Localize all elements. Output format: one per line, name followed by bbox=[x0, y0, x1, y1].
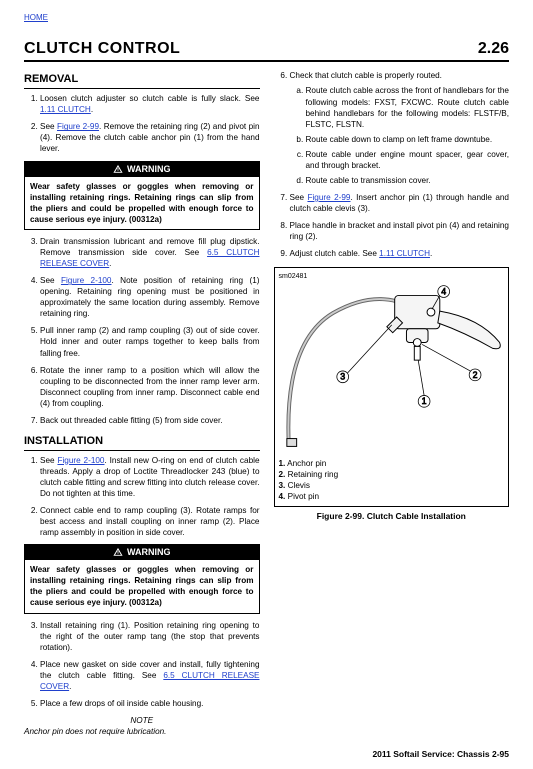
callout-item: 2. Retaining ring bbox=[279, 469, 505, 480]
right-column: Check that clutch cable is properly rout… bbox=[274, 70, 510, 737]
xref-65-release-a: 6.5 CLUTCH RELEASE COVER bbox=[40, 248, 260, 268]
step-7: Back out threaded cable fitting (5) from… bbox=[40, 415, 260, 426]
xref-fig299-b: Figure 2-99 bbox=[307, 193, 350, 202]
callout-item: 1. Anchor pin bbox=[279, 458, 505, 469]
clutch-diagram: 4 2 3 1 bbox=[279, 282, 505, 452]
svg-text:2: 2 bbox=[472, 369, 477, 379]
svg-text:3: 3 bbox=[340, 371, 345, 381]
warning-box-1: WARNING Wear safety glasses or goggles w… bbox=[24, 161, 260, 230]
removal-list-b: Drain transmission lubricant and remove … bbox=[24, 236, 260, 426]
step-8: Place handle in bracket and install pivo… bbox=[290, 220, 510, 242]
page-footer: 2011 Softail Service: Chassis 2-95 bbox=[24, 749, 509, 760]
xref-fig2100-a: Figure 2-100 bbox=[61, 276, 112, 285]
step-3: Install retaining ring (1). Position ret… bbox=[40, 620, 260, 653]
callout-item: 4. Pivot pin bbox=[279, 491, 505, 502]
step-6: Rotate the inner ramp to a position whic… bbox=[40, 365, 260, 409]
warning-header-2: WARNING bbox=[24, 544, 260, 560]
main-title: CLUTCH CONTROL bbox=[24, 38, 180, 60]
step-4: See Figure 2-100. Note position of retai… bbox=[40, 275, 260, 319]
step-2: Connect cable end to ramp coupling (3). … bbox=[40, 505, 260, 538]
title-row: CLUTCH CONTROL 2.26 bbox=[24, 38, 509, 63]
step-5: Pull inner ramp (2) and ramp coupling (3… bbox=[40, 325, 260, 358]
substep: Route cable under engine mount spacer, g… bbox=[306, 149, 510, 171]
svg-text:1: 1 bbox=[421, 396, 426, 406]
xref-fig299-a: Figure 2-99 bbox=[57, 122, 99, 131]
removal-heading: REMOVAL bbox=[24, 72, 260, 89]
removal-list-a: Loosen clutch adjuster so clutch cable i… bbox=[24, 93, 260, 154]
left-column: REMOVAL Loosen clutch adjuster so clutch… bbox=[24, 70, 260, 737]
note-body: Anchor pin does not require lubrication. bbox=[24, 726, 260, 737]
step-7: See Figure 2-99. Insert anchor pin (1) t… bbox=[290, 192, 510, 214]
installation-heading: INSTALLATION bbox=[24, 434, 260, 451]
step-3: Drain transmission lubricant and remove … bbox=[40, 236, 260, 269]
figure-caption: Figure 2-99. Clutch Cable Installation bbox=[274, 511, 510, 522]
warning-header-1: WARNING bbox=[24, 161, 260, 177]
step-1: See Figure 2-100. Install new O-ring on … bbox=[40, 455, 260, 499]
step-6: Check that clutch cable is properly rout… bbox=[290, 70, 510, 186]
figure-box: sm02481 bbox=[274, 267, 510, 507]
step-1: Loosen clutch adjuster so clutch cable i… bbox=[40, 93, 260, 115]
warning-box-2: WARNING Wear safety glasses or goggles w… bbox=[24, 544, 260, 613]
right-list: Check that clutch cable is properly rout… bbox=[274, 70, 510, 259]
substep: Route cable to transmission cover. bbox=[306, 175, 510, 186]
warning-text-1: Wear safety glasses or goggles when remo… bbox=[24, 177, 260, 230]
home-link[interactable]: HOME bbox=[24, 13, 48, 24]
svg-text:4: 4 bbox=[441, 286, 446, 296]
figure-id: sm02481 bbox=[279, 272, 505, 281]
figure-callouts: 1. Anchor pin2. Retaining ring3. Clevis4… bbox=[279, 458, 505, 502]
install-list-b: Install retaining ring (1). Position ret… bbox=[24, 620, 260, 709]
substep: Route cable down to clamp on left frame … bbox=[306, 134, 510, 145]
warning-icon bbox=[113, 547, 123, 557]
step-2: See Figure 2-99. Remove the retaining ri… bbox=[40, 121, 260, 154]
step-4: Place new gasket on side cover and insta… bbox=[40, 659, 260, 692]
substep: Route clutch cable across the front of h… bbox=[306, 85, 510, 129]
warning-text-2: Wear safety glasses or goggles when remo… bbox=[24, 560, 260, 613]
step-9: Adjust clutch cable. See 1.11 CLUTCH. bbox=[290, 248, 510, 259]
xref-clutch-2: 1.11 CLUTCH bbox=[379, 249, 430, 258]
figure-illustration: 4 2 3 1 bbox=[279, 282, 505, 452]
xref-fig2100-b: Figure 2-100 bbox=[57, 456, 104, 465]
xref-65-release-b: 6.5 CLUTCH RELEASE COVER bbox=[40, 671, 260, 691]
warning-icon bbox=[113, 164, 123, 174]
section-number: 2.26 bbox=[478, 38, 509, 60]
step-5: Place a few drops of oil inside cable ho… bbox=[40, 698, 260, 709]
install-list-a: See Figure 2-100. Install new O-ring on … bbox=[24, 455, 260, 538]
callout-item: 3. Clevis bbox=[279, 480, 505, 491]
xref-clutch-1: 1.11 CLUTCH bbox=[40, 105, 91, 114]
note-heading: NOTE bbox=[24, 715, 260, 726]
